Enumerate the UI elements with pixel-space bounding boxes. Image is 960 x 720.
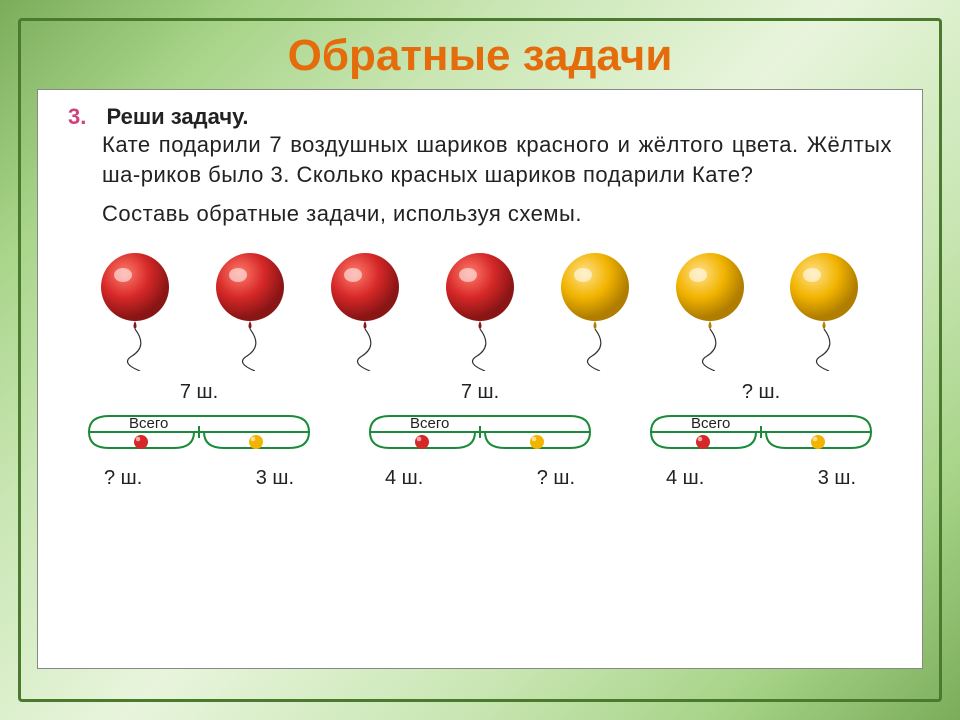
balloon-icon	[552, 251, 638, 371]
task-body: Кате подарили 7 воздушных шариков красно…	[102, 130, 892, 229]
balloon-icon	[667, 251, 753, 371]
scheme-diagram: 7 ш. Всего 4 ш. ? ш.	[355, 381, 605, 490]
balloon-icon	[207, 251, 293, 371]
scheme-bottom-right: ? ш.	[537, 467, 575, 490]
scheme-bottom-row: ? ш. 3 ш.	[74, 467, 324, 490]
scheme-bottom-right: 3 ш.	[818, 467, 856, 490]
scheme-top-label: 7 ш.	[355, 381, 605, 404]
scheme-bottom-left: ? ш.	[104, 467, 142, 490]
balloon-icon	[322, 251, 408, 371]
task-number: 3.	[68, 104, 102, 130]
schemes-row: 7 ш. Всего ? ш. 3 ш. 7 ш.	[68, 381, 892, 490]
task-textbox: 3. Реши задачу. Кате подарили 7 воздушны…	[37, 89, 923, 669]
task-text-1: Кате подарили 7 воздушных шариков красно…	[102, 130, 892, 189]
outer-frame: Обратные задачи 3. Реши задачу. Кате под…	[18, 18, 942, 702]
scheme-bottom-left: 4 ш.	[385, 467, 423, 490]
scheme-diagram: 7 ш. Всего ? ш. 3 ш.	[74, 381, 324, 490]
scheme-top-label: ? ш.	[636, 381, 886, 404]
scheme-bottom-left: 4 ш.	[666, 467, 704, 490]
balloon-icon	[92, 251, 178, 371]
svg-text:Всего: Всего	[410, 415, 449, 432]
svg-text:Всего: Всего	[691, 415, 730, 432]
scheme-diagram: ? ш. Всего 4 ш. 3 ш.	[636, 381, 886, 490]
task-heading: Реши задачу.	[106, 104, 248, 129]
balloon-icon	[781, 251, 867, 371]
scheme-bottom-row: 4 ш. 3 ш.	[636, 467, 886, 490]
balloon-icon	[437, 251, 523, 371]
task-header-row: 3. Реши задачу.	[68, 104, 892, 130]
scheme-top-label: 7 ш.	[74, 381, 324, 404]
balloons-row	[68, 251, 892, 371]
page-title: Обратные задачи	[37, 31, 923, 81]
scheme-bottom-row: 4 ш. ? ш.	[355, 467, 605, 490]
svg-text:Всего: Всего	[129, 415, 168, 432]
task-text-2: Составь обратные задачи, используя схемы…	[102, 199, 892, 229]
scheme-bottom-right: 3 ш.	[256, 467, 294, 490]
